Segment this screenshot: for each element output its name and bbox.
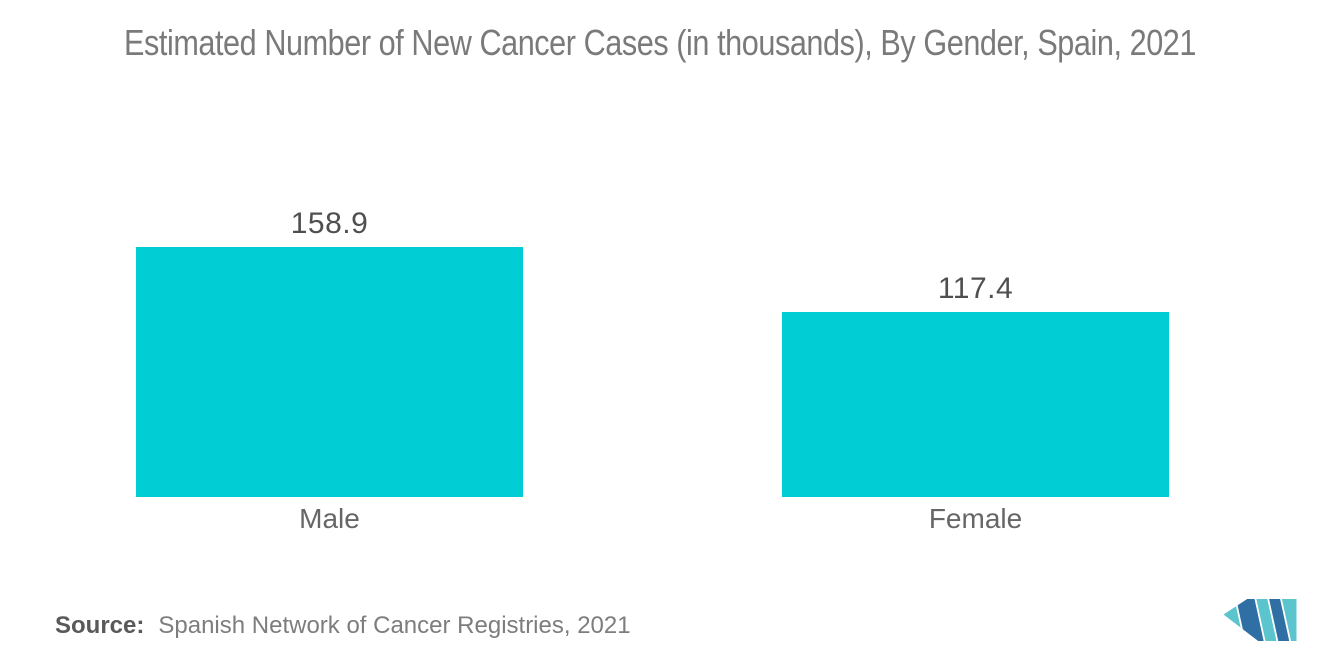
- chart-title: Estimated Number of New Cancer Cases (in…: [124, 22, 1196, 63]
- mordor-intelligence-logo: [1223, 599, 1297, 641]
- bar-female: [782, 312, 1169, 497]
- category-label-male: Male: [299, 503, 360, 534]
- value-label-female: 117.4: [937, 272, 1014, 305]
- source-text: Spanish Network of Cancer Registries, 20…: [158, 612, 631, 639]
- source-label: Source:: [55, 612, 145, 639]
- category-label-female: Female: [928, 503, 1023, 534]
- source-note: Source: Spanish Network of Cancer Registr…: [55, 612, 631, 640]
- logo-mark-icon: [1223, 599, 1297, 641]
- bar-male: [136, 247, 523, 497]
- value-label-male: 158.9: [290, 207, 369, 240]
